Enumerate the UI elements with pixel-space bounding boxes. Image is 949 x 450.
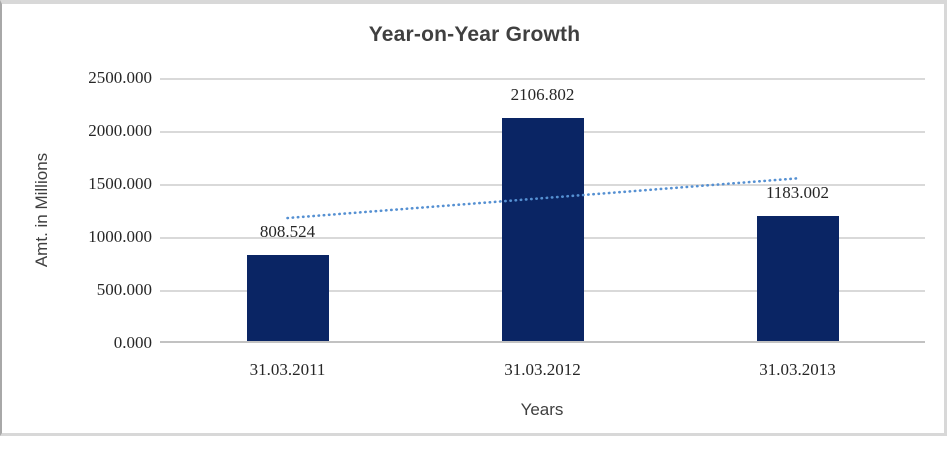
bar-data-label: 2106.802 (510, 84, 575, 104)
y-tick-label: 2500.000 (88, 68, 152, 87)
x-axis-title: Years (520, 400, 564, 419)
y-tick-label: 0.000 (113, 333, 152, 352)
x-axis-labels: 31.03.2011 31.03.2012 31.03.2013 (160, 360, 925, 384)
trendline (286, 177, 799, 220)
y-tick-label: 500.000 (96, 280, 152, 299)
gridline (160, 78, 925, 80)
x-category-label: 31.03.2011 (249, 360, 326, 379)
bar-31.03.2011 (246, 255, 329, 341)
y-axis-tick-labels: 0.000 500.000 1000.000 1500.000 2000.000 2500… (46, 68, 152, 352)
y-tick-label: 1000.000 (88, 227, 152, 246)
chart-title: Year-on-Year Growth (368, 23, 581, 46)
x-category-label: 31.03.2013 (759, 360, 836, 379)
y-tick-label: 2000.000 (88, 121, 152, 140)
bar-31.03.2012 (501, 117, 584, 341)
x-category-label: 31.03.2012 (504, 360, 581, 379)
plot-area: 808.524 2106.802 1183.002 (160, 78, 925, 343)
bar-31.03.2013 (756, 215, 839, 341)
y-tick-label: 1500.000 (88, 174, 152, 193)
bar-data-label: 1183.002 (765, 182, 830, 202)
bar-data-label: 808.524 (259, 222, 316, 242)
chart-border (0, 0, 947, 436)
